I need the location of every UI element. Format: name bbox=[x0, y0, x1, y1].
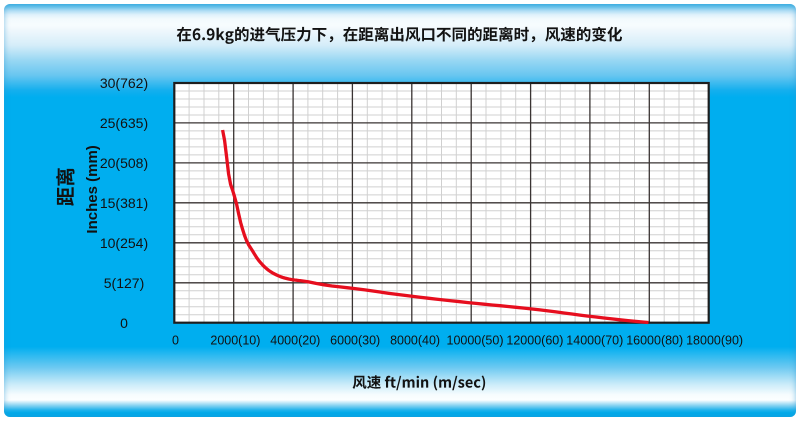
svg-text:0: 0 bbox=[172, 334, 179, 348]
svg-text:0: 0 bbox=[120, 315, 128, 331]
svg-text:20(508): 20(508) bbox=[100, 155, 148, 171]
svg-text:Inches (mm): Inches (mm) bbox=[84, 145, 101, 233]
svg-text:25(635): 25(635) bbox=[100, 115, 148, 131]
svg-text:2000(10): 2000(10) bbox=[210, 334, 260, 348]
svg-text:10(254): 10(254) bbox=[100, 235, 148, 251]
svg-text:16000(80): 16000(80) bbox=[626, 334, 683, 348]
svg-text:14000(70): 14000(70) bbox=[566, 334, 623, 348]
svg-text:8000(40): 8000(40) bbox=[390, 334, 440, 348]
svg-text:10000(50): 10000(50) bbox=[447, 334, 504, 348]
svg-text:5(127): 5(127) bbox=[104, 275, 144, 291]
svg-text:18000(90): 18000(90) bbox=[686, 334, 743, 348]
svg-text:30(762): 30(762) bbox=[100, 75, 148, 91]
svg-text:6000(30): 6000(30) bbox=[330, 334, 380, 348]
svg-text:12000(60): 12000(60) bbox=[506, 334, 563, 348]
svg-text:4000(20): 4000(20) bbox=[270, 334, 320, 348]
svg-text:15(381): 15(381) bbox=[100, 195, 148, 211]
